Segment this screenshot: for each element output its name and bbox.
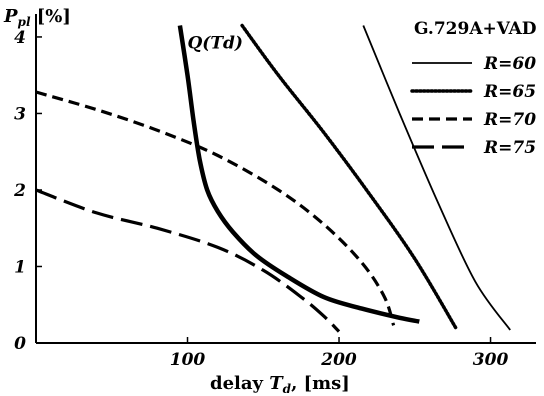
y-tick-label: 1 [14, 257, 26, 277]
axes [35, 14, 536, 344]
ticks: 100 200 300 0 1 2 3 4 [13, 28, 508, 370]
series-line-r-75 [35, 188, 341, 333]
legend-entry-label: R=60 [483, 54, 536, 74]
series-line-q-td [177, 25, 420, 324]
series-line-r-60 [362, 25, 511, 331]
x-tick-label: 100 [170, 350, 206, 370]
series-line-r-65 [240, 23, 458, 330]
x-axis-prefix: delay [210, 373, 269, 394]
y-axis-unit: [%] [31, 6, 71, 27]
y-tick-label: 3 [14, 104, 26, 124]
series-group [35, 23, 511, 333]
x-axis-symbol: T [269, 373, 284, 394]
legend-entry-label: R=75 [483, 138, 536, 158]
x-axis-unit: , [ms] [291, 373, 350, 394]
series-line-r-70 [35, 90, 396, 326]
y-axis-subscript: pl [18, 15, 31, 29]
x-axis-label: delay Td, [ms] [210, 373, 350, 396]
x-tick-label: 200 [320, 350, 357, 370]
legend-title: G.729A+VAD [414, 19, 537, 39]
x-tick-label: 300 [473, 350, 509, 370]
annotations: Q(Td) [188, 33, 243, 53]
legend: G.729A+VAD R=60 R=65 R=70 R=75 [410, 19, 537, 158]
annotation-label: Q(Td) [188, 33, 243, 53]
legend-entry-label: R=65 [483, 82, 536, 102]
x-axis-subscript: d [283, 382, 292, 396]
y-tick-label: 0 [14, 334, 26, 354]
y-tick-label: 4 [14, 28, 26, 48]
y-axis-label: Ppl [%] [3, 6, 71, 29]
y-tick-label: 2 [13, 181, 26, 201]
legend-entry-label: R=70 [483, 110, 536, 130]
y-axis-symbol: P [3, 6, 18, 27]
